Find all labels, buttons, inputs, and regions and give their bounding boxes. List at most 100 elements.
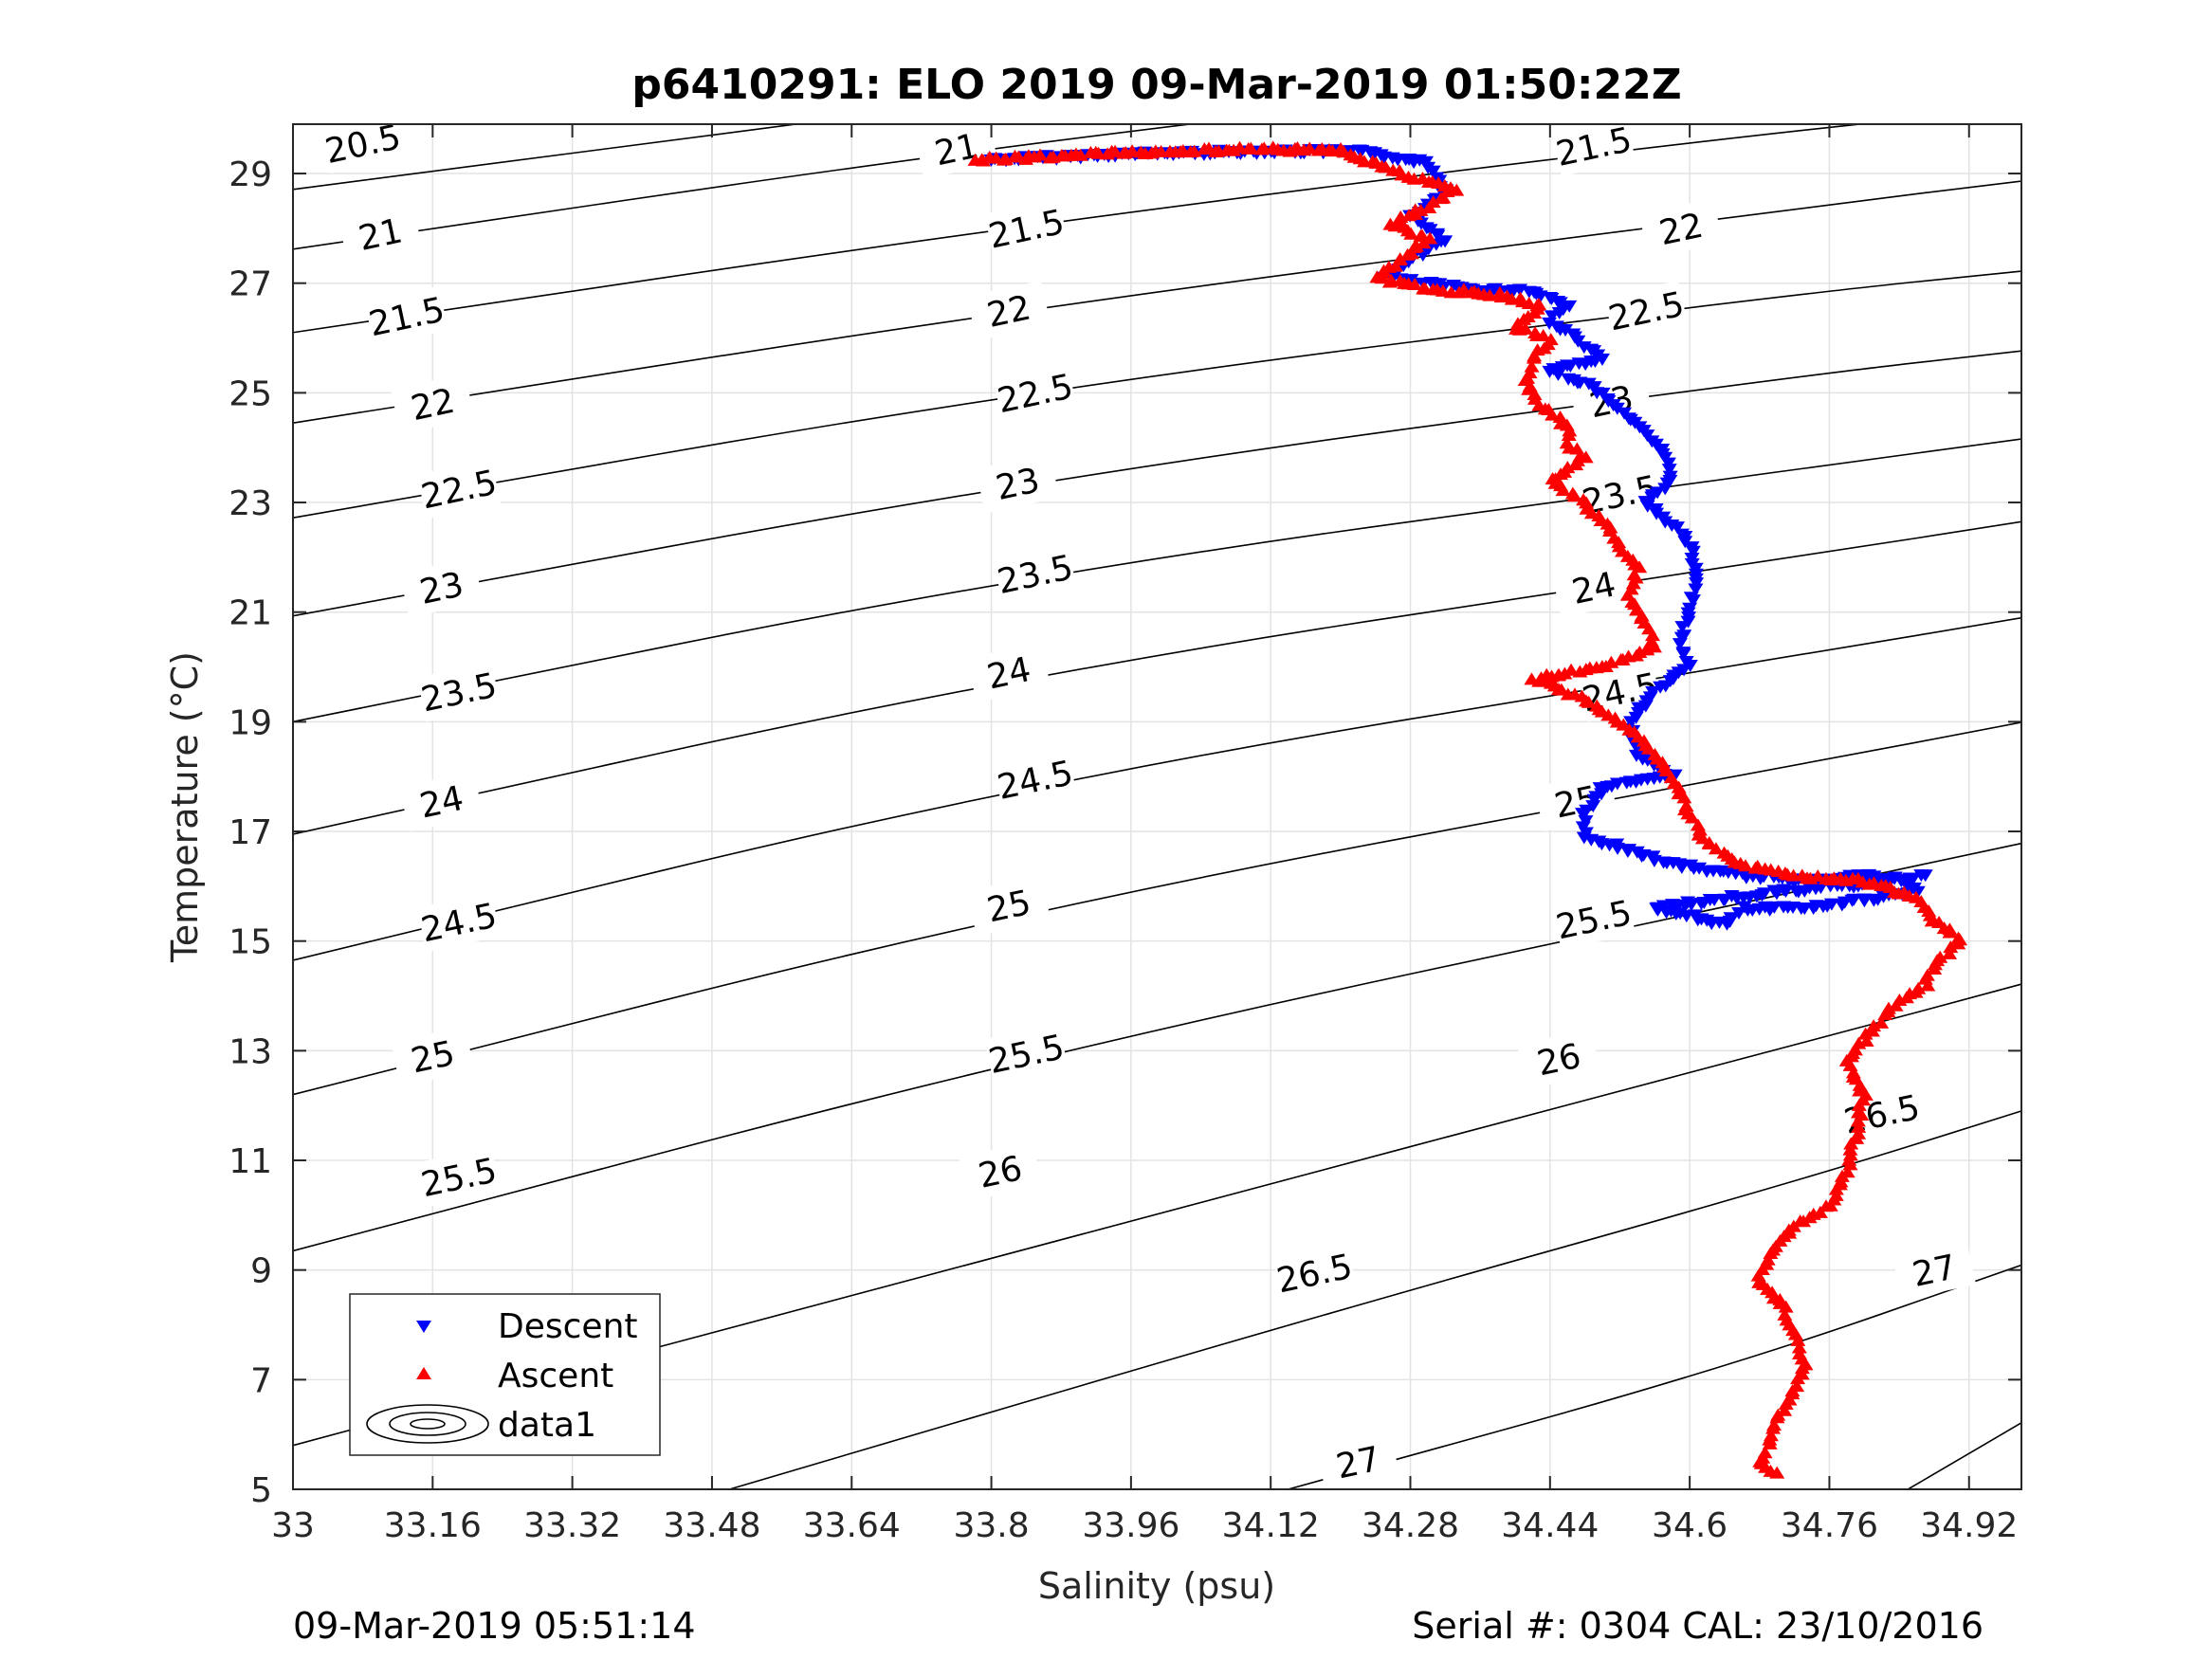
legend-ascent-marker [416, 1367, 431, 1379]
ascent-point [1640, 741, 1656, 755]
isopycnal-line [293, 270, 2021, 520]
contour-label: 22 [984, 288, 1034, 336]
ascent-point [1524, 359, 1540, 373]
x-tick-label: 34.6 [1652, 1506, 1728, 1545]
ascent-point [1433, 191, 1449, 205]
contour-label-bg [391, 1026, 475, 1086]
contour-label-bg [416, 891, 502, 953]
plot-area [293, 124, 2021, 1489]
contour-label-group: 22 [1638, 198, 1724, 259]
x-tick-label: 33.16 [384, 1506, 482, 1545]
ascent-point [1920, 978, 1936, 992]
contour-label-bg [1551, 888, 1636, 950]
descent-point [1669, 521, 1685, 535]
ascent-point [1566, 489, 1582, 502]
contour-label: 26 [975, 1149, 1025, 1196]
descent-point [1542, 317, 1558, 330]
contour-label-group: 25 [391, 1026, 475, 1086]
contour-label-group: 24.5 [416, 891, 502, 953]
y-tick-label: 13 [229, 1032, 272, 1071]
x-axis-label: Salinity (psu) [1038, 1565, 1275, 1607]
ascent-point [1778, 1396, 1794, 1410]
y-axis-ticks: 5 7 9 11 13 15 17 19 21 23 25 27 29 [229, 155, 2021, 1510]
isopycnal-line [293, 124, 802, 191]
contour-label-group: 26 [1516, 1029, 1601, 1089]
descent-point [1675, 648, 1691, 662]
ascent-point [1561, 428, 1577, 442]
contour-label-bg [993, 543, 1077, 605]
ascent-point [1032, 148, 1048, 161]
ascent-point [1765, 1421, 1782, 1434]
descent-point [1856, 893, 1873, 906]
plot-frame [292, 123, 2022, 1490]
ascent-point [1407, 278, 1423, 291]
contour-label-group: 21 [338, 203, 423, 264]
contour-label: 21 [931, 127, 981, 174]
ascent-point [1421, 200, 1437, 213]
descent-point [1653, 681, 1669, 694]
contour-label-group: 26 [958, 1140, 1042, 1202]
contour-label-group: 27 [1316, 1431, 1400, 1492]
contour-label-group: 24 [1551, 556, 1636, 618]
legend-contour-symbol [366, 1404, 489, 1444]
y-tick-label: 25 [229, 374, 272, 413]
footer-timestamp: 09-Mar-2019 05:51:14 [293, 1605, 696, 1647]
contour-label-bg [338, 203, 423, 264]
contour-label-bg [966, 875, 1051, 936]
descent-point [1905, 872, 1921, 885]
y-tick-label: 5 [250, 1471, 272, 1510]
isopycnal-line [293, 438, 2021, 723]
ascent-point [1851, 1120, 1867, 1133]
ascent-point [1850, 1114, 1866, 1127]
ascent-point [1794, 1361, 1810, 1375]
contour-label-group: 25 [966, 875, 1051, 936]
ascent-point [1684, 811, 1700, 824]
x-tick-label: 33.48 [663, 1506, 760, 1545]
contour-label-group: 27 [1892, 1239, 1977, 1301]
contour-label: 27 [1333, 1440, 1383, 1487]
contour-label-bg [958, 1140, 1042, 1202]
contour-label: 25 [984, 884, 1034, 931]
ascent-point [975, 154, 991, 167]
contour-label: 24 [416, 779, 466, 827]
descent-point [1649, 507, 1665, 520]
chart-title: p6410291: ELO 2019 09-Mar-2019 01:50:22Z [631, 61, 1681, 109]
ascent-point [1843, 1137, 1859, 1150]
contour-label-bg [399, 771, 484, 832]
x-tick-label: 34.12 [1222, 1506, 1320, 1545]
contour-label-bg [1551, 116, 1636, 176]
contour-label-bg [984, 1023, 1069, 1085]
contour-label: 27 [1910, 1248, 1960, 1295]
descent-point [1628, 749, 1644, 762]
contour-label-bg [416, 458, 502, 520]
y-tick-label: 27 [229, 265, 272, 304]
legend-descent-label: Descent [498, 1307, 638, 1346]
contour-label-bg [993, 362, 1077, 424]
legend-data1-label: data1 [498, 1406, 596, 1445]
contour-label-bg [1551, 556, 1636, 618]
ascent-point [1414, 228, 1430, 242]
legend-ascent-label: Ascent [498, 1357, 613, 1395]
ascent-point [1942, 925, 1958, 939]
x-tick-label: 33.32 [523, 1506, 621, 1545]
descent-point [1685, 545, 1701, 558]
footer-serial-cal: Serial #: 0304 CAL: 23/10/2016 [1412, 1605, 1983, 1647]
contour-label-bg [364, 285, 448, 347]
descent-point [1778, 884, 1794, 898]
contour-label-bg [984, 198, 1069, 259]
ascent-point [1842, 1158, 1858, 1171]
ascent-point [1874, 1015, 1890, 1029]
descent-point [1657, 516, 1673, 529]
contour-label-bg [1892, 1239, 1977, 1301]
x-tick-label: 34.44 [1501, 1506, 1599, 1545]
contour-label-bg [1272, 1242, 1357, 1304]
data-series [967, 140, 1968, 1479]
contour-label: 23 [416, 565, 466, 612]
descent-point [1834, 899, 1850, 912]
descent-point [1623, 716, 1639, 729]
ascent-point [1942, 946, 1958, 959]
x-tick-label: 34.28 [1362, 1506, 1459, 1545]
legend-descent-marker [416, 1321, 431, 1333]
contour-label-group: 24 [399, 771, 484, 832]
ascent-point [1449, 183, 1465, 196]
